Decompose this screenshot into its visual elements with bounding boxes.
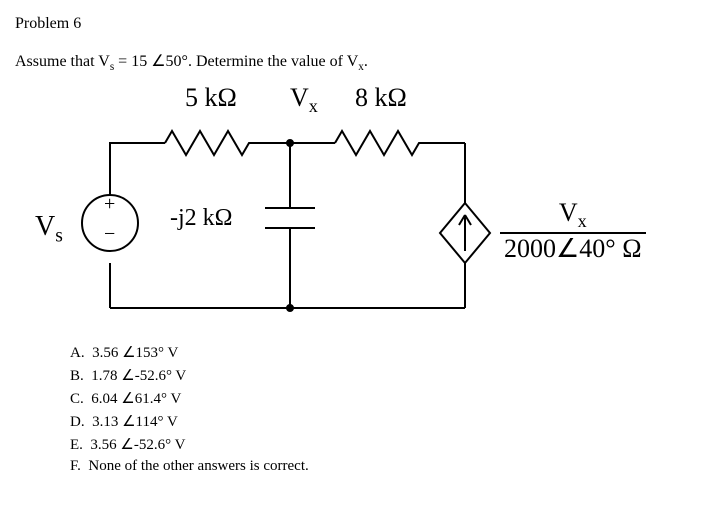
problem-title: Problem 6 [15,15,711,33]
source-minus: − [104,223,115,246]
ccs-label: Vx 2000∠40° Ω [500,198,646,264]
r2-label: 8 kΩ [355,83,407,113]
choice-a-text: 3.56 ∠153° V [92,345,178,361]
choice-f-letter: F. [70,458,81,474]
ccs-den: 2000∠40° Ω [500,234,646,264]
choice-e-letter: E. [70,437,83,453]
stmt-end: . [364,53,368,70]
vx-sub: x [309,96,318,116]
choice-c: C. 6.04 ∠61.4° V [70,389,711,408]
r1-label: 5 kΩ [185,83,237,113]
choice-b: B. 1.78 ∠-52.6° V [70,366,711,385]
choice-d: D. 3.13 ∠114° V [70,412,711,431]
source-plus: + [104,193,115,216]
choice-e: E. 3.56 ∠-52.6° V [70,435,711,454]
stmt-mid: = 15 ∠50°. Determine the value of V [114,53,358,70]
vx-v: V [290,83,309,112]
vx-top-label: Vx [290,83,318,117]
choice-d-letter: D. [70,414,85,430]
ccs-num-sub: x [578,211,587,231]
choice-f: F. None of the other answers is correct. [70,458,711,475]
choice-b-letter: B. [70,368,84,384]
stmt-pre: Assume that V [15,53,110,70]
vs-v: V [35,211,55,242]
choice-b-text: 1.78 ∠-52.6° V [91,368,186,384]
choice-c-text: 6.04 ∠61.4° V [91,391,181,407]
vs-label: Vs [35,211,63,248]
choice-d-text: 3.13 ∠114° V [92,414,178,430]
circuit-diagram: 5 kΩ Vx 8 kΩ Vs + − -j2 kΩ Vx 2000∠40° Ω [15,83,695,333]
choice-e-text: 3.56 ∠-52.6° V [90,437,185,453]
choice-a-letter: A. [70,345,85,361]
vs-sub: s [55,226,63,247]
choice-a: A. 3.56 ∠153° V [70,343,711,362]
choice-f-text: None of the other answers is correct. [88,458,308,474]
choice-c-letter: C. [70,391,84,407]
cap-label: -j2 kΩ [170,205,233,232]
ccs-num-v: V [559,198,578,227]
problem-statement: Assume that Vs = 15 ∠50°. Determine the … [15,51,711,73]
answer-choices: A. 3.56 ∠153° V B. 1.78 ∠-52.6° V C. 6.0… [70,343,711,475]
